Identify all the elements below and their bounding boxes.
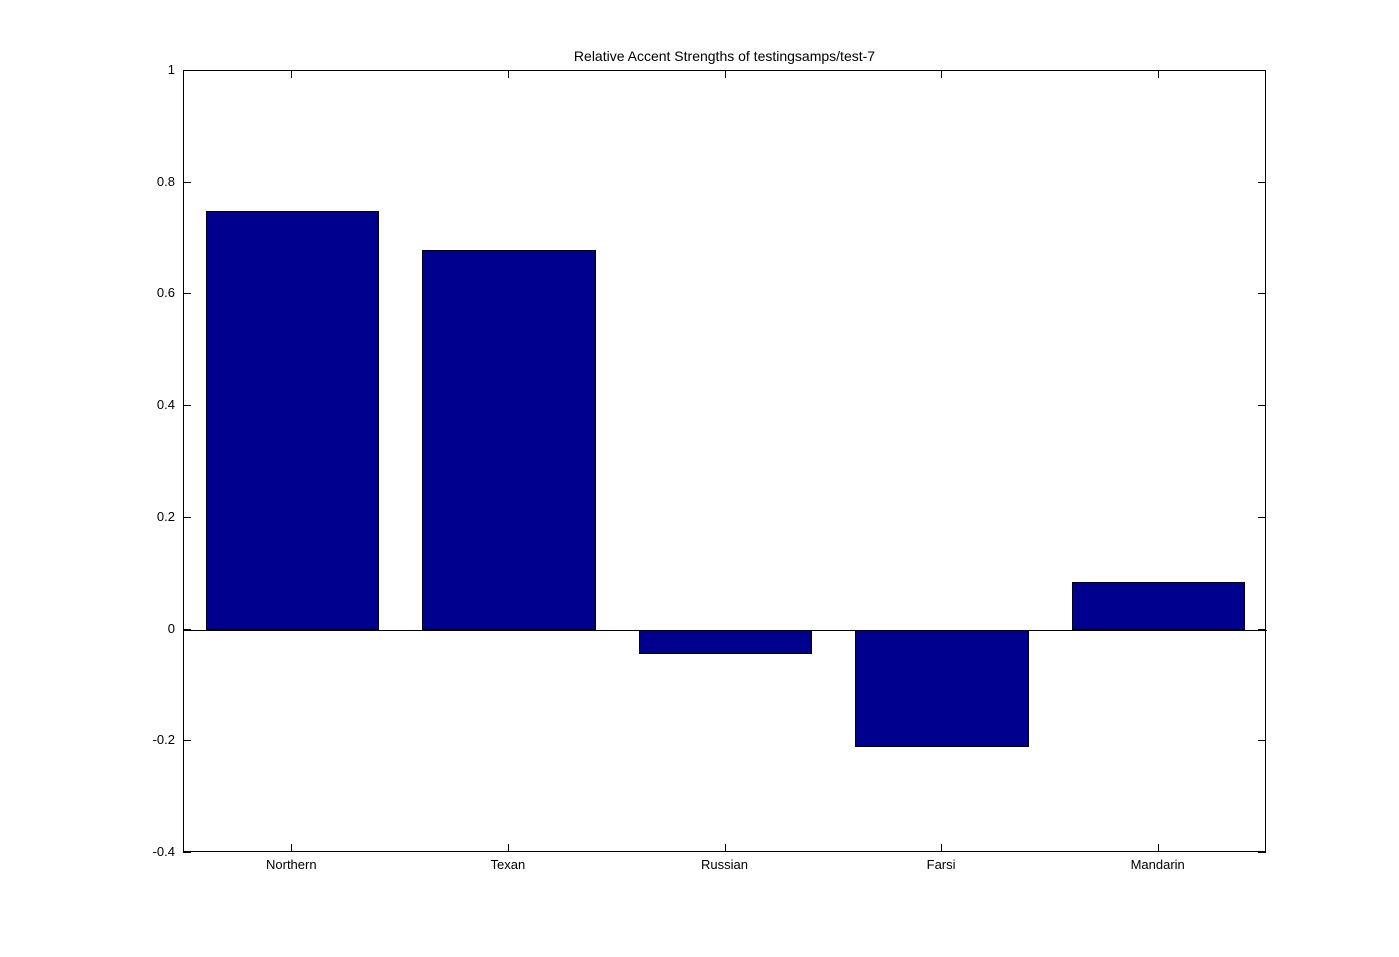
x-tick-top [724,70,726,78]
y-tick-left [183,405,191,407]
y-tick-left [183,181,191,183]
y-tick-right [1258,516,1266,518]
y-tick-right [1258,405,1266,407]
y-tick-right [1258,628,1266,630]
bar-northern [205,210,379,630]
y-tick-right [1258,740,1266,742]
y-tick-label-0-8: 0.8 [156,173,175,189]
y-tick-label-0-2: 0.2 [156,508,175,524]
x-tick-label-northern: Northern [266,857,317,872]
x-tick-bottom [1157,844,1159,852]
y-tick-right [1258,181,1266,183]
y-tick-right [1258,293,1266,295]
y-tick-label-1: 1 [167,62,175,77]
x-tick-top [1157,70,1159,78]
y-tick-right [1258,852,1266,853]
y-tick-left [183,70,191,71]
chart-title: Relative Accent Strengths of testingsamp… [573,48,876,64]
x-tick-bottom [941,844,943,852]
y-tick-left [183,516,191,518]
x-tick-top [941,70,943,78]
zero-baseline [184,629,1267,631]
bar-farsi [855,629,1029,747]
bar-mandarin [1072,582,1246,630]
y-tick-label--0-2: -0.2 [152,732,175,748]
x-tick-label-russian: Russian [701,857,748,872]
bar-russian [638,629,813,654]
y-tick-left [183,852,191,853]
y-tick-label-0-6: 0.6 [156,285,175,301]
y-tick-label-0-4: 0.4 [156,397,175,413]
x-tick-label-texan: Texan [490,857,526,872]
y-tick-right [1258,70,1266,71]
x-tick-bottom [507,844,509,852]
y-tick-left [183,293,191,295]
y-tick-left [183,628,191,630]
x-tick-bottom [291,844,293,852]
x-tick-top [507,70,509,78]
y-tick-left [183,740,191,742]
y-tick-label-0: 0 [167,620,175,636]
x-tick-bottom [724,844,726,852]
x-tick-label-mandarin: Mandarin [1130,857,1185,872]
plot-area [183,70,1267,852]
x-tick-top [291,70,293,78]
y-tick-label--0-4: -0.4 [152,844,175,859]
bar-texan [422,249,596,630]
x-tick-label-farsi: Farsi [926,857,956,872]
